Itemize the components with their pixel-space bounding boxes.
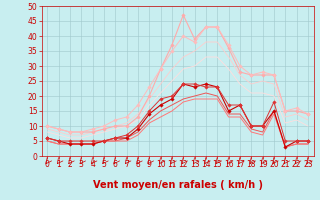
X-axis label: Vent moyen/en rafales ( km/h ): Vent moyen/en rafales ( km/h ) <box>92 180 263 190</box>
